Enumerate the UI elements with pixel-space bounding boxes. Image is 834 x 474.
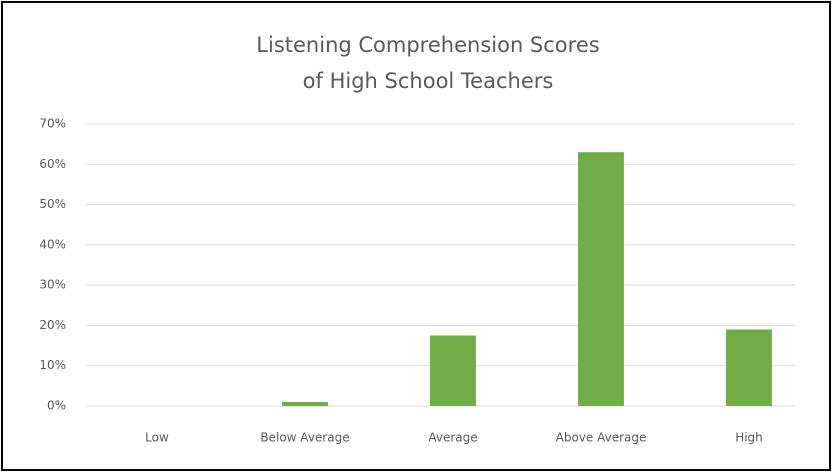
chart-title: of High School Teachers xyxy=(303,69,554,93)
bar xyxy=(282,401,328,406)
x-tick-label: High xyxy=(735,431,763,445)
bar xyxy=(430,335,476,406)
y-tick-label: 60% xyxy=(39,157,66,171)
x-tick-label: Below Average xyxy=(260,431,349,445)
y-tick-label: 10% xyxy=(39,358,66,372)
bar xyxy=(726,329,772,406)
chart-title: Listening Comprehension Scores xyxy=(256,33,599,57)
y-tick-label: 30% xyxy=(39,278,66,292)
y-tick-label: 70% xyxy=(39,117,66,131)
y-tick-label: 40% xyxy=(39,237,66,251)
y-tick-label: 0% xyxy=(47,399,66,413)
bar xyxy=(578,152,624,406)
x-tick-label: Low xyxy=(145,431,169,445)
x-tick-label: Average xyxy=(428,431,477,445)
y-tick-label: 50% xyxy=(39,197,66,211)
y-tick-label: 20% xyxy=(39,318,66,332)
x-tick-label: Above Average xyxy=(556,431,647,445)
